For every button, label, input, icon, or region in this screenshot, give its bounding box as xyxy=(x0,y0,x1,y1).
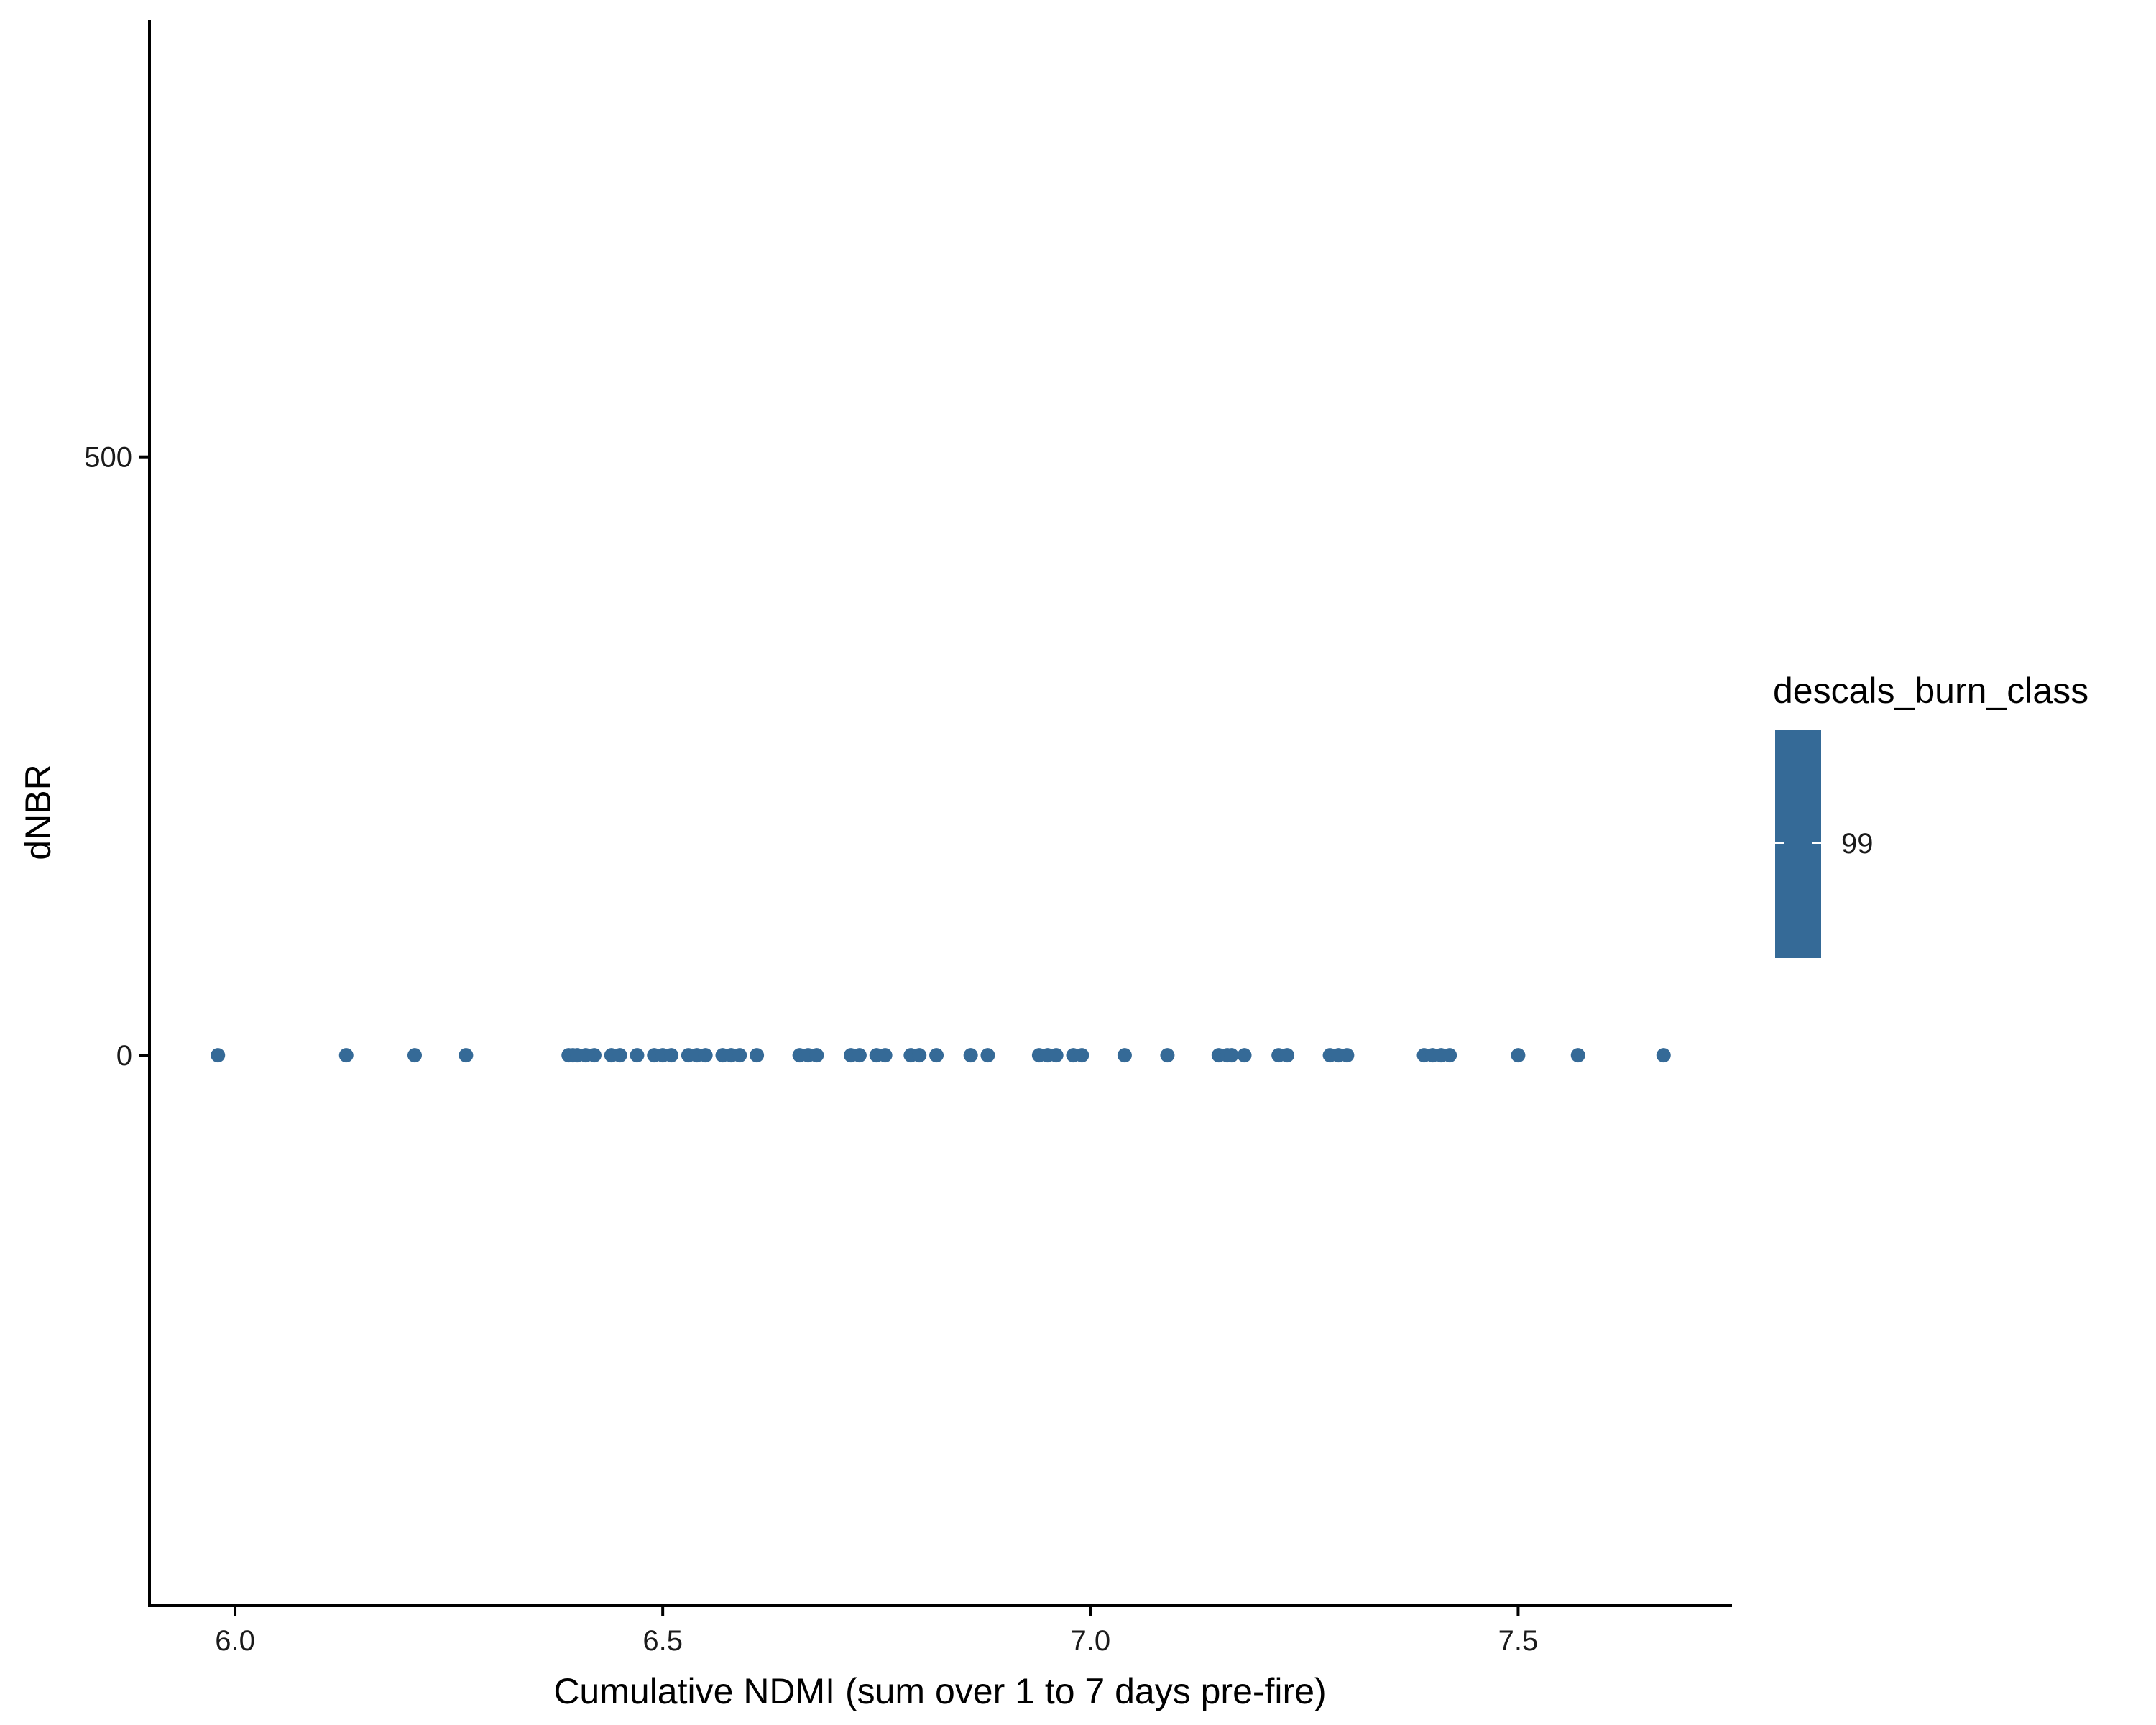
x-axis-title: Cumulative NDMI (sum over 1 to 7 days pr… xyxy=(553,1671,1326,1711)
data-point xyxy=(1117,1048,1132,1063)
data-point xyxy=(750,1048,765,1063)
data-point xyxy=(1074,1048,1089,1063)
y-tick-label: 0 xyxy=(116,1040,132,1072)
data-point xyxy=(664,1048,679,1063)
y-axis-title: dNBR xyxy=(18,764,58,860)
data-point xyxy=(732,1048,747,1063)
data-point xyxy=(407,1048,422,1063)
data-point xyxy=(612,1048,627,1063)
data-point xyxy=(1442,1048,1457,1063)
data-point xyxy=(630,1048,645,1063)
x-tick-label: 6.5 xyxy=(642,1625,683,1657)
legend-label: 99 xyxy=(1841,828,1874,860)
x-axis-ticks: 6.0 6.5 7.0 7.5 xyxy=(215,1606,1538,1657)
data-point xyxy=(211,1048,226,1063)
data-point xyxy=(1237,1048,1252,1063)
data-point xyxy=(963,1048,978,1063)
data-point xyxy=(1049,1048,1064,1063)
data-point xyxy=(912,1048,927,1063)
data-point xyxy=(1224,1048,1239,1063)
y-tick-label: 500 xyxy=(84,442,132,474)
x-tick-label: 7.5 xyxy=(1498,1625,1539,1657)
y-axis-ticks: 0 500 xyxy=(84,442,149,1072)
data-point xyxy=(1656,1048,1671,1063)
data-point xyxy=(1340,1048,1355,1063)
data-point xyxy=(1511,1048,1526,1063)
legend-title: descals_burn_class xyxy=(1773,671,2088,711)
data-point xyxy=(338,1048,354,1063)
data-point xyxy=(1280,1048,1295,1063)
data-point xyxy=(586,1048,602,1063)
data-point xyxy=(698,1048,713,1063)
data-point xyxy=(929,1048,944,1063)
legend: descals_burn_class 99 xyxy=(1773,671,2088,958)
x-tick-label: 6.0 xyxy=(215,1625,255,1657)
x-tick-label: 7.0 xyxy=(1070,1625,1110,1657)
data-point xyxy=(459,1048,474,1063)
data-point xyxy=(809,1048,824,1063)
data-point xyxy=(852,1048,867,1063)
data-point xyxy=(980,1048,995,1063)
data-point xyxy=(1160,1048,1175,1063)
data-point xyxy=(1570,1048,1585,1063)
plot-area xyxy=(211,1048,1671,1063)
data-point xyxy=(877,1048,893,1063)
